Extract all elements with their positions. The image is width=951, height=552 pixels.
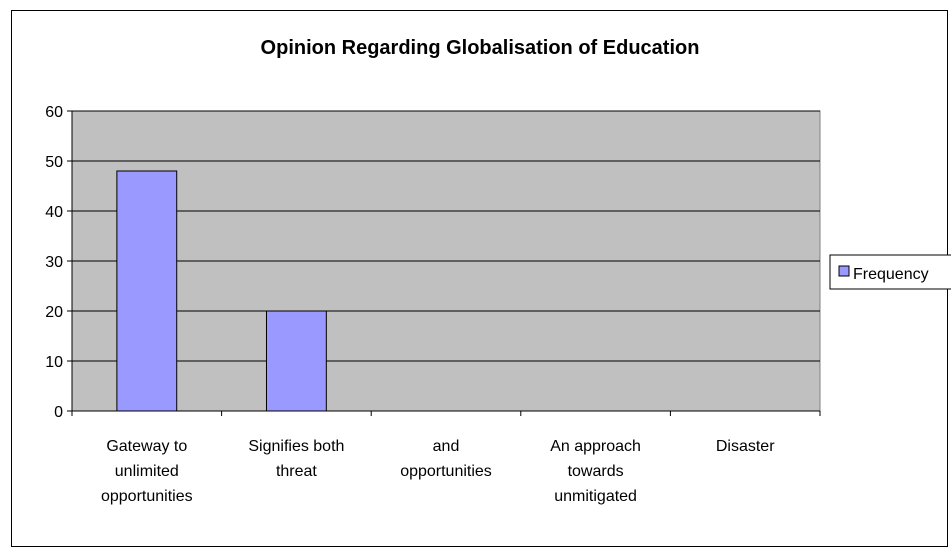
y-tick-label: 60 [45, 104, 63, 121]
x-tick-label: Disaster [716, 438, 775, 455]
y-tick-label: 30 [45, 254, 63, 271]
y-axis: 0 10 20 30 40 50 60 [45, 104, 73, 421]
legend-swatch [838, 265, 850, 277]
x-axis: Gateway to unlimited opportunities Signifie… [71, 410, 821, 505]
y-tick-label: 40 [45, 204, 63, 221]
bar [265, 310, 327, 412]
grid-lines [72, 110, 820, 362]
y-tick-label: 20 [45, 304, 63, 321]
y-tick-label: 50 [45, 154, 63, 171]
legend-box [829, 254, 951, 290]
x-tick-label: An approach towards unmitigated [550, 438, 641, 505]
bar [116, 170, 178, 412]
x-tick-label: Gateway to unlimited opportunities [101, 438, 193, 505]
x-tick-label: Signifies both threat [248, 438, 344, 480]
legend-label: Frequency [853, 266, 929, 283]
y-tick-label: 0 [54, 404, 63, 421]
chart-title: Opinion Regarding Globalisation of Educa… [261, 37, 700, 59]
y-tick-label: 10 [45, 354, 63, 371]
bars [116, 170, 327, 412]
legend: Frequency [829, 254, 951, 290]
x-tick-label: and opportunities [400, 438, 492, 480]
